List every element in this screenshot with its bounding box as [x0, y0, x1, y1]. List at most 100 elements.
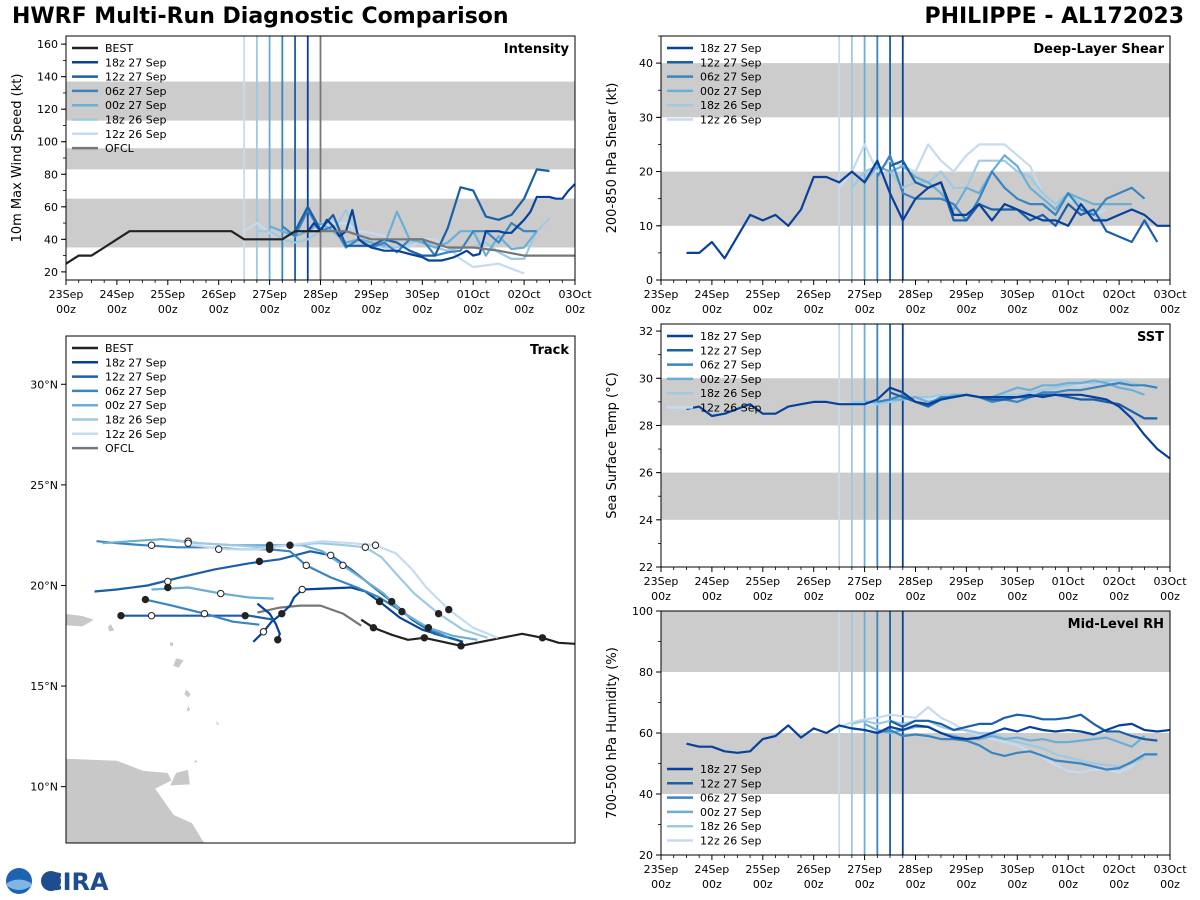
- track-marker: [388, 597, 396, 606]
- legend-label: 18z 27 Sep: [105, 356, 167, 369]
- track-marker: [339, 561, 347, 570]
- track-line: [96, 540, 450, 639]
- y-tick-label: 60: [639, 727, 653, 740]
- y-tick-label: 20: [639, 166, 653, 179]
- x-tick-label: 00z: [804, 303, 824, 316]
- y-tick-label: 10: [639, 220, 653, 233]
- legend-label: 12z 26 Sep: [700, 402, 762, 415]
- x-tick-label: 00z: [1007, 303, 1027, 316]
- series-line: [686, 159, 1170, 260]
- x-tick-label: 00z: [651, 303, 671, 316]
- x-tick-label: 00z: [651, 590, 671, 603]
- y-axis-label: 200-850 hPa Shear (kt): [605, 83, 620, 234]
- lat-tick-label: 25°N: [30, 479, 58, 492]
- track-marker: [302, 561, 310, 570]
- x-tick-label: 00z: [957, 878, 977, 891]
- legend-label: 06z 27 Sep: [700, 71, 762, 84]
- x-tick-label: 00z: [906, 878, 926, 891]
- y-tick-label: 100: [37, 136, 58, 149]
- legend-label: 12z 27 Sep: [105, 71, 167, 84]
- track-marker: [375, 597, 384, 606]
- x-tick-label: 00z: [855, 303, 875, 316]
- x-tick-label: 00z: [107, 303, 127, 316]
- track-marker: [164, 577, 172, 586]
- rh-panel: 20 40 60 80 100 23Sep 00z 24Sep 00z 25Sep 00z 26Sep…: [605, 605, 1187, 891]
- panel-title: SST: [1137, 330, 1164, 345]
- series-line: [243, 222, 525, 275]
- x-tick-label: 28Sep: [303, 288, 338, 301]
- landmass-martinique: [183, 688, 192, 699]
- y-tick-label: 30: [639, 372, 653, 385]
- legend-label: 12z 26 Sep: [105, 128, 167, 141]
- x-tick-label: 27Sep: [847, 288, 882, 301]
- x-tick-label: 00z: [1109, 590, 1129, 603]
- track-marker: [147, 611, 156, 620]
- x-tick-label: 29Sep: [949, 575, 984, 588]
- y-axis-label: 700-500 hPa Humidity (%): [605, 647, 620, 819]
- header-title-right: PHILIPPE - AL172023: [924, 4, 1184, 29]
- landmass-trinidad: [169, 769, 191, 787]
- x-tick-label: 00z: [1058, 303, 1078, 316]
- legend-label: BEST: [105, 342, 133, 355]
- legend-label: 00z 27 Sep: [700, 373, 762, 386]
- track-marker: [286, 541, 294, 549]
- legend-label: 12z 27 Sep: [700, 777, 762, 790]
- x-tick-label: 28Sep: [898, 575, 933, 588]
- x-tick-label: 03Oct: [1153, 575, 1187, 588]
- y-tick-label: 26: [639, 467, 653, 480]
- legend-label: 12z 27 Sep: [700, 56, 762, 69]
- track-marker: [326, 551, 335, 559]
- track-marker: [259, 628, 268, 636]
- x-tick-label: 02Oct: [1103, 863, 1137, 876]
- track-line: [252, 586, 464, 643]
- x-tick-label: 00z: [1109, 303, 1129, 316]
- lat-tick-label: 20°N: [30, 579, 58, 592]
- x-tick-label: 00z: [158, 303, 178, 316]
- x-tick-label: 29Sep: [949, 863, 984, 876]
- x-tick-label: 24Sep: [100, 288, 135, 301]
- legend-label: 06z 27 Sep: [700, 792, 762, 805]
- track-marker: [369, 624, 378, 632]
- track-marker: [420, 634, 429, 642]
- legend-label: BEST: [105, 42, 133, 55]
- y-tick-label: 40: [639, 788, 653, 801]
- y-tick-label: 40: [44, 233, 58, 246]
- x-tick-label: 03Oct: [558, 288, 592, 301]
- lat-tick-label: 15°N: [30, 680, 58, 693]
- landmass-st-lucia: [185, 703, 191, 713]
- landmass-tobago: [192, 759, 199, 765]
- series-line: [877, 728, 1158, 771]
- y-tick-label: 30: [639, 111, 653, 124]
- x-tick-label: 00z: [1007, 590, 1027, 603]
- cira-globe-icon: [41, 871, 61, 891]
- x-tick-label: 25Sep: [150, 288, 185, 301]
- x-tick-label: 00z: [412, 303, 432, 316]
- track-marker: [255, 557, 264, 566]
- legend-label: 18z 26 Sep: [105, 414, 167, 427]
- legend-label: 12z 27 Sep: [700, 344, 762, 357]
- track-marker: [274, 636, 282, 644]
- series-line: [307, 230, 575, 257]
- track-marker: [457, 642, 465, 650]
- panel-title: Deep-Layer Shear: [1033, 42, 1164, 57]
- legend-label: 18z 27 Sep: [700, 42, 762, 55]
- intensity-band: [661, 63, 1170, 118]
- x-tick-label: 29Sep: [354, 288, 389, 301]
- x-tick-label: 30Sep: [1000, 863, 1035, 876]
- track-marker: [241, 611, 249, 620]
- x-tick-label: 24Sep: [695, 575, 730, 588]
- legend-label: 12z 26 Sep: [700, 835, 762, 848]
- legend-label: 06z 27 Sep: [105, 385, 167, 398]
- x-tick-label: 00z: [855, 590, 875, 603]
- y-tick-label: 80: [44, 168, 58, 181]
- legend-label: 00z 27 Sep: [700, 806, 762, 819]
- legend-label: OFCL: [105, 142, 135, 155]
- y-tick-label: 120: [37, 103, 58, 116]
- y-axis-label: Sea Surface Temp (°C): [605, 372, 620, 519]
- y-tick-label: 24: [639, 514, 653, 527]
- x-tick-label: 01Oct: [457, 288, 491, 301]
- axes-frame: [65, 335, 576, 844]
- x-tick-label: 00z: [1160, 878, 1180, 891]
- legend-label: 18z 26 Sep: [105, 114, 167, 127]
